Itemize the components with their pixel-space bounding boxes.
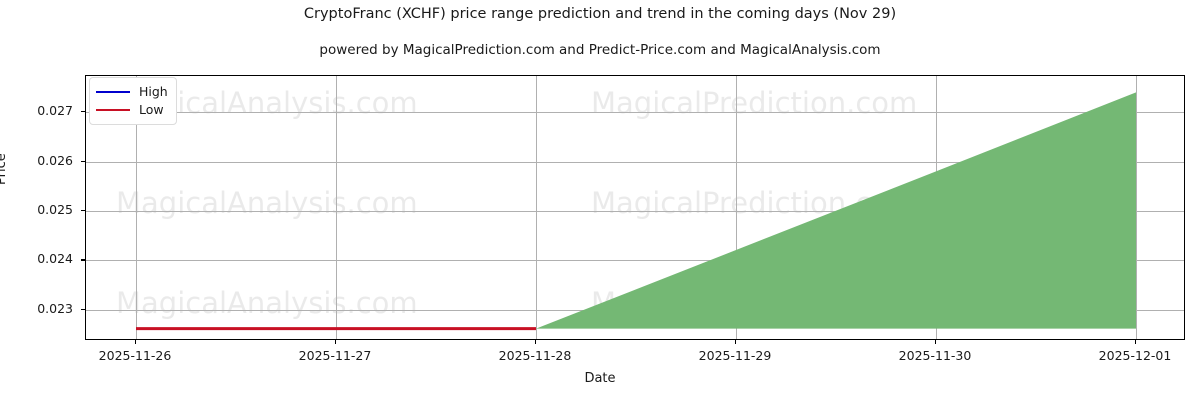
watermark-text: MagicalAnalysis.com bbox=[116, 186, 418, 220]
y-tick-label: 0.024 bbox=[37, 251, 73, 267]
gridline-vertical bbox=[736, 76, 737, 339]
x-tick-mark bbox=[735, 340, 737, 344]
chart-title: CryptoFranc (XCHF) price range predictio… bbox=[303, 6, 897, 22]
y-tick-mark bbox=[81, 308, 85, 311]
gridline-vertical bbox=[536, 76, 537, 339]
y-tick-label: 0.026 bbox=[37, 152, 73, 168]
y-tick-mark bbox=[81, 111, 85, 113]
chart-subtitle: powered by MagicalPrediction.com and Pre… bbox=[319, 42, 881, 58]
gridline-horizontal bbox=[86, 260, 1184, 261]
gridline-horizontal bbox=[86, 162, 1184, 163]
x-tick-label: 2025-11-28 bbox=[498, 348, 572, 363]
x-tick-label: 2025-11-29 bbox=[698, 348, 772, 363]
y-tick-label: 0.025 bbox=[37, 201, 73, 217]
gridline-vertical bbox=[1136, 76, 1137, 339]
x-tick-label: 2025-11-30 bbox=[898, 348, 972, 363]
x-axis-label: Date bbox=[584, 371, 616, 386]
plot-area: MagicalAnalysis.com MagicalPrediction.com… bbox=[85, 75, 1185, 340]
series-layer bbox=[136, 92, 1136, 331]
legend-item[interactable]: High bbox=[96, 83, 168, 101]
watermark-text: MagicalAnalysis.com bbox=[116, 286, 418, 320]
x-tick-mark bbox=[335, 340, 337, 344]
y-tick-label: 0.023 bbox=[37, 300, 73, 316]
x-tick-mark bbox=[135, 340, 137, 344]
legend-label: High bbox=[139, 83, 168, 99]
gridline-vertical bbox=[136, 76, 137, 339]
chart-legend[interactable]: High Low bbox=[89, 77, 177, 125]
x-tick-mark bbox=[1135, 340, 1137, 344]
x-tick-mark bbox=[535, 340, 537, 344]
legend-label: Low bbox=[139, 101, 164, 117]
gridline-vertical bbox=[336, 76, 337, 339]
y-tick-mark bbox=[81, 259, 85, 261]
x-tick-label: 2025-12-01 bbox=[1098, 348, 1172, 363]
gridline-horizontal bbox=[86, 112, 1184, 113]
y-tick-mark bbox=[81, 160, 85, 162]
y-tick-label: 0.027 bbox=[37, 103, 73, 119]
y-tick-mark bbox=[81, 209, 85, 212]
range-fill-area bbox=[536, 92, 1136, 329]
gridline-horizontal bbox=[86, 211, 1184, 212]
x-tick-label: 2025-11-26 bbox=[98, 348, 172, 363]
legend-swatch-high bbox=[96, 91, 130, 93]
legend-swatch-low bbox=[96, 109, 130, 111]
x-tick-mark bbox=[935, 340, 937, 344]
watermark-text: MagicalPrediction.com bbox=[591, 86, 918, 120]
legend-item[interactable]: Low bbox=[96, 101, 168, 119]
x-tick-label: 2025-11-27 bbox=[298, 348, 372, 363]
